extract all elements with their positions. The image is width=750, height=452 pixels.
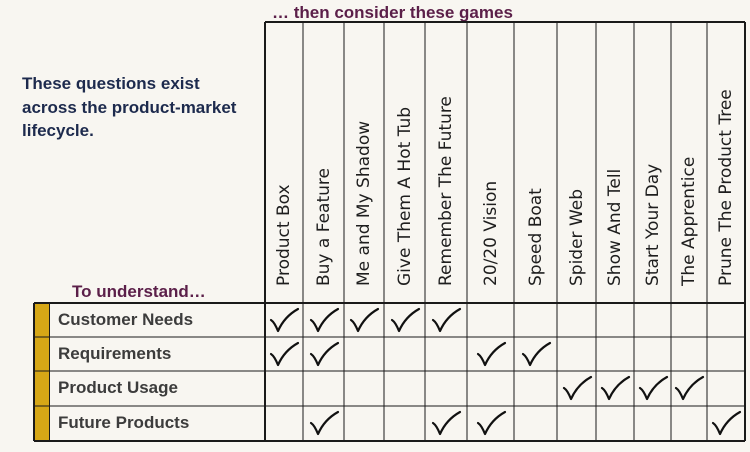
game-label: Show And Tell — [605, 168, 625, 286]
check-mark-icon — [476, 410, 506, 436]
check-mark-icon — [390, 307, 420, 333]
check-mark-icon — [309, 410, 339, 436]
game-label: Prune The Product Tree — [716, 89, 736, 286]
check-mark-icon — [349, 307, 380, 333]
game-label: Give Them A Hot Tub — [394, 106, 415, 286]
game-label: Remember The Future — [436, 96, 456, 286]
row-label: Requirements — [58, 344, 172, 363]
check-mark-icon — [431, 307, 462, 333]
game-label: Me and My Shadow — [354, 120, 374, 286]
game-label: Buy a Feature — [313, 168, 334, 286]
check-mark-icon — [269, 341, 300, 367]
check-mark-icon — [309, 307, 339, 333]
check-mark-icon — [674, 375, 705, 401]
check-mark-icon — [431, 410, 462, 436]
game-label: The Apprentice — [679, 156, 699, 286]
check-mark-icon — [638, 375, 668, 401]
row-label: Product Usage — [58, 378, 178, 397]
accent-bar — [34, 303, 50, 441]
check-mark-icon — [521, 341, 551, 367]
row-label: Future Products — [58, 413, 190, 432]
game-label: Speed Boat — [525, 188, 546, 286]
game-label: Start Your Day — [642, 163, 663, 286]
check-mark-icon — [269, 307, 300, 333]
check-mark-icon — [711, 410, 742, 436]
understand-label: To understand… — [72, 282, 206, 301]
intro-text: These questions exist across the product… — [22, 74, 237, 140]
game-label: Spider Web — [566, 188, 587, 286]
check-mark-icon — [562, 375, 592, 401]
game-label: 20/20 Vision — [480, 180, 501, 286]
check-mark-icon — [476, 341, 506, 367]
game-label: Product Box — [274, 184, 294, 286]
check-mark-icon — [309, 341, 339, 367]
row-label: Customer Needs — [58, 310, 194, 329]
top-heading: … then consider these games — [272, 3, 513, 22]
check-mark-icon — [600, 375, 631, 401]
